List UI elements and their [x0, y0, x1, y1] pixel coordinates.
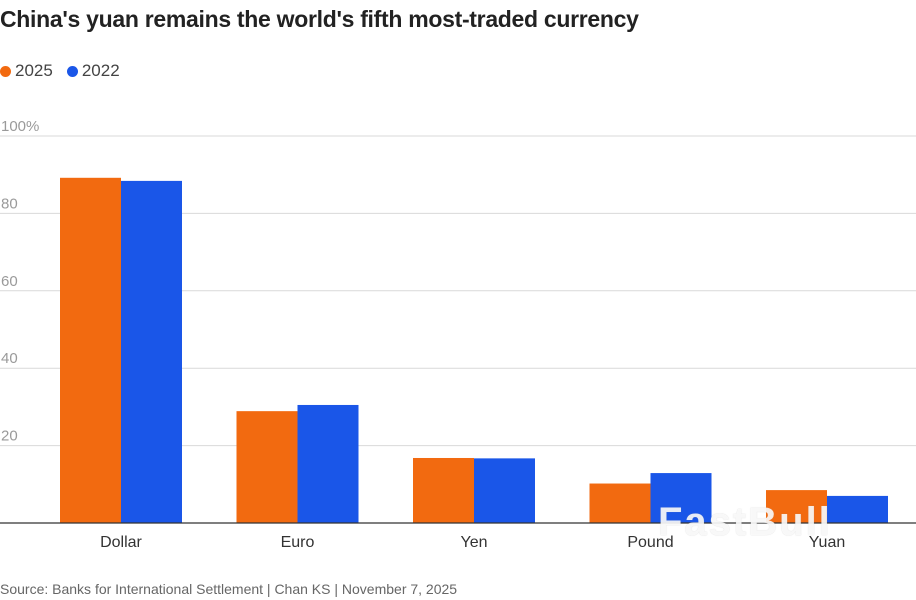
x-tick-label-euro: Euro — [281, 534, 315, 551]
bar-yuan-2025 — [766, 490, 827, 523]
bar-yuan-2022 — [827, 495, 888, 523]
x-tick-label-yuan: Yuan — [809, 534, 845, 551]
legend: 2025 2022 — [0, 61, 134, 81]
watermark-logo: FastBull — [658, 500, 832, 544]
legend-label-2025: 2025 — [15, 61, 53, 80]
y-tick-label-80: 80 — [1, 195, 18, 212]
bar-dollar-2022 — [121, 180, 182, 523]
source-note: Source: Banks for International Settleme… — [0, 581, 458, 597]
legend-label-2022: 2022 — [81, 61, 120, 80]
bar-dollar-2025 — [60, 177, 121, 523]
y-tick-label-40: 40 — [1, 350, 18, 367]
chart-title: China's yuan remains the world's fifth m… — [0, 6, 639, 32]
x-tick-label-yen: Yen — [461, 534, 488, 551]
legend-swatch-2022 — [66, 65, 78, 77]
bar-yen-2025 — [413, 457, 474, 523]
y-tick-label-100: 100% — [1, 118, 39, 135]
bar-euro-2025 — [236, 411, 298, 523]
legend-item-2025: 2025 — [0, 61, 53, 81]
bar-yen-2022 — [474, 458, 535, 523]
bar-pound-2025 — [589, 483, 651, 523]
legend-item-2022: 2022 — [66, 61, 120, 81]
y-tick-label-60: 60 — [1, 273, 18, 290]
bar-pound-2022 — [650, 473, 712, 523]
legend-swatch-2025 — [0, 65, 11, 77]
x-tick-label-pound: Pound — [627, 534, 673, 551]
x-tick-label-dollar: Dollar — [100, 534, 142, 551]
y-tick-label-20: 20 — [1, 428, 18, 445]
bar-euro-2022 — [297, 404, 359, 523]
